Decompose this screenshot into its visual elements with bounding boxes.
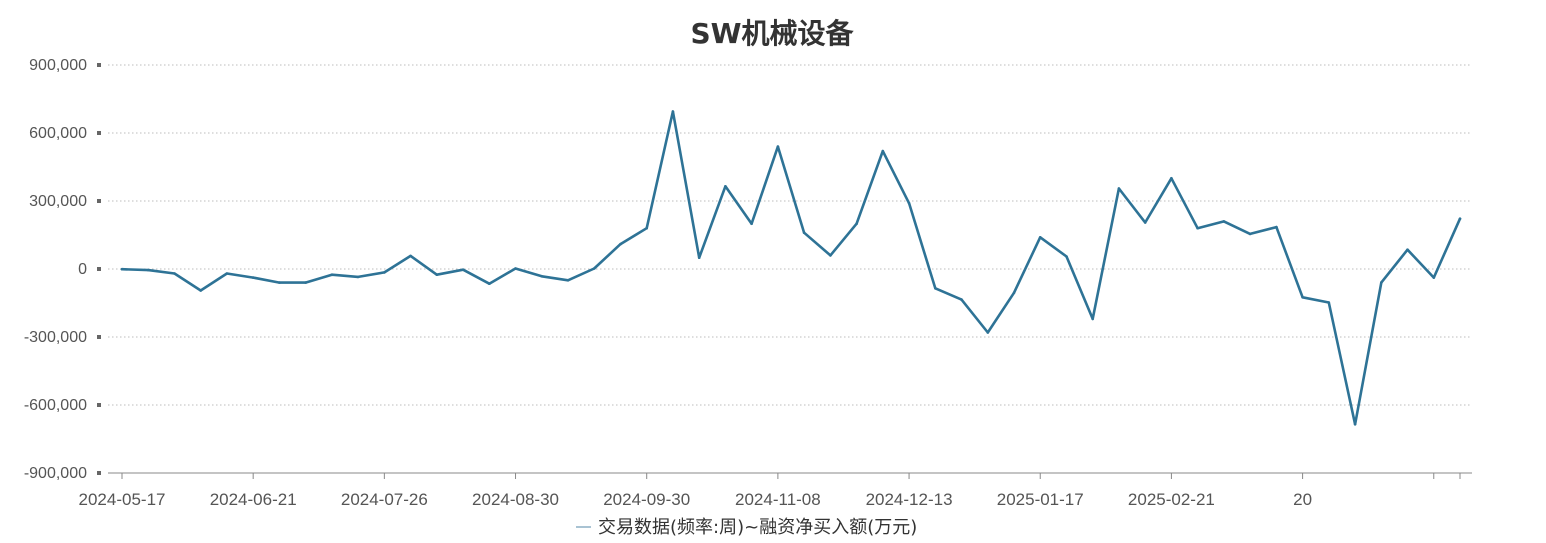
data-point: [1248, 232, 1252, 236]
y-tick-label: 300,000: [29, 193, 87, 210]
chart-title: SW机械设备: [690, 17, 854, 50]
x-tick-label: 2024-12-13: [866, 490, 953, 509]
data-point: [1170, 177, 1173, 180]
data-point: [881, 149, 885, 153]
data-point: [1432, 276, 1436, 279]
x-tick-label: 2024-11-08: [735, 490, 821, 509]
y-tick-label: 0: [78, 261, 87, 278]
y-tick-mark: [97, 267, 101, 271]
data-point: [566, 279, 570, 282]
y-tick-mark: [97, 403, 101, 407]
x-axis: 2024-05-17 2024-06-21 2024-07-26 2024-08-30…: [79, 472, 1472, 509]
data-point: [146, 268, 150, 272]
data-point: [1380, 281, 1383, 284]
y-axis: -900,000 -600,000 -300,000 0 300,000 600,000 9…: [24, 57, 101, 482]
data-point: [619, 242, 622, 246]
data-point: [1222, 220, 1226, 223]
legend[interactable]: 交易数据(频率:周)~融资净买入额(万元): [576, 517, 917, 538]
data-point: [697, 256, 701, 260]
x-tick-label: 2025-01-17: [997, 490, 1084, 509]
gridlines: [108, 64, 1472, 474]
x-tick-label: 2024-09-30: [603, 490, 690, 509]
y-tick-mark: [97, 199, 101, 203]
data-point: [199, 289, 202, 292]
x-tick-label: 2024-06-21: [210, 490, 297, 509]
y-tick-label: -300,000: [24, 329, 87, 346]
data-point: [1406, 248, 1409, 251]
data-point: [251, 276, 255, 279]
data-point: [330, 273, 334, 277]
data-point: [1458, 217, 1462, 220]
x-tick-label: 2024-08-30: [472, 490, 559, 509]
data-point: [645, 226, 648, 230]
y-tick-mark: [97, 471, 101, 475]
y-tick-label: -900,000: [24, 465, 87, 482]
data-point: [540, 275, 544, 278]
data-point: [1301, 296, 1304, 299]
data-point: [435, 273, 439, 277]
series-line: [120, 110, 1462, 426]
x-tick-label: 20: [1293, 490, 1312, 509]
series-layer: [120, 110, 1462, 426]
data-point: [383, 271, 386, 274]
data-point: [855, 222, 858, 225]
data-point: [1038, 236, 1042, 239]
data-point: [802, 231, 806, 234]
data-point: [960, 298, 963, 301]
y-tick-label: 600,000: [29, 125, 87, 142]
data-point: [1275, 225, 1278, 229]
data-point: [304, 281, 307, 284]
data-point: [225, 272, 229, 275]
x-tick-label: 2024-07-26: [341, 490, 428, 509]
data-point: [1012, 291, 1016, 295]
x-tick-label: 2024-05-17: [79, 490, 166, 509]
data-point: [592, 267, 596, 270]
data-point: [461, 268, 465, 272]
data-point: [356, 275, 360, 279]
data-point: [1327, 301, 1331, 304]
data-point: [1143, 221, 1147, 224]
data-point: [671, 110, 675, 113]
data-point: [986, 331, 990, 334]
data-point: [1091, 317, 1094, 321]
y-tick-label: -600,000: [24, 397, 87, 414]
data-point: [173, 272, 176, 275]
y-tick-mark: [97, 131, 101, 135]
data-point: [1117, 187, 1121, 190]
legend-label: 交易数据(频率:周)~融资净买入额(万元): [598, 517, 917, 538]
data-point: [1065, 255, 1068, 258]
y-tick-mark: [97, 335, 101, 339]
data-point: [409, 254, 412, 258]
data-point: [934, 287, 937, 290]
data-point: [724, 185, 727, 188]
data-point: [776, 145, 780, 148]
data-point: [278, 281, 281, 284]
data-point: [1196, 226, 1199, 230]
data-point: [120, 267, 124, 271]
data-point: [488, 282, 491, 286]
data-point: [514, 267, 517, 270]
data-point: [907, 202, 911, 205]
data-point: [1353, 423, 1357, 426]
x-tick-label: 2025-02-21: [1128, 490, 1215, 509]
y-tick-label: 900,000: [29, 57, 87, 74]
data-point: [750, 222, 753, 225]
data-point: [829, 254, 832, 257]
y-tick-mark: [97, 63, 101, 67]
